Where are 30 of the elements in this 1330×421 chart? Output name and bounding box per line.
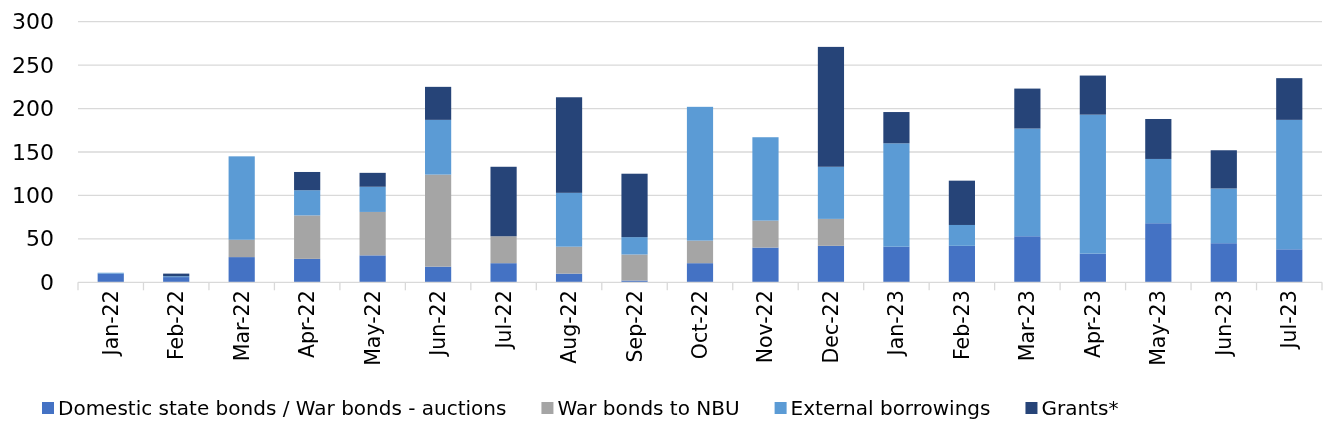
- y-tick-label: 250: [12, 52, 54, 78]
- y-tick-label: 200: [12, 96, 54, 122]
- x-tick-label: Feb-22: [164, 290, 189, 361]
- x-tick-label: Sep-22: [622, 290, 647, 363]
- y-tick-label: 300: [12, 9, 54, 35]
- x-tick-label: Nov-22: [753, 290, 778, 364]
- x-tick-label: Jan-23: [884, 290, 909, 358]
- x-tick-label: Jun-23: [1211, 290, 1236, 358]
- legend-label: Grants*: [1041, 396, 1119, 420]
- x-tick-label: Dec-22: [818, 290, 843, 364]
- y-tick-label: 50: [26, 226, 54, 252]
- y-tick-label: 100: [12, 182, 54, 208]
- x-tick-label: Jun-22: [426, 290, 451, 358]
- x-tick-label: Aug-22: [557, 290, 582, 364]
- x-tick-label: Jul-23: [1277, 290, 1302, 351]
- y-tick-label: 150: [12, 139, 54, 165]
- x-tick-label: May-23: [1146, 290, 1171, 366]
- x-tick-label: Feb-23: [949, 290, 974, 361]
- legend-label: Domestic state bonds / War bonds - auctions: [58, 396, 507, 420]
- x-tick-label: Apr-23: [1080, 290, 1105, 358]
- x-tick-label: Apr-22: [295, 290, 320, 358]
- x-tick-label: Mar-23: [1015, 290, 1040, 362]
- x-tick-label: Jan-22: [98, 290, 123, 358]
- legend-label: External borrowings: [790, 396, 991, 420]
- x-tick-label: May-22: [360, 290, 385, 366]
- legend-label: War bonds to NBU: [557, 396, 740, 420]
- x-tick-label: Oct-22: [688, 290, 712, 360]
- x-tick-label: Jul-22: [491, 290, 516, 351]
- y-tick-label: 0: [40, 269, 54, 295]
- x-tick-label: Mar-22: [229, 290, 254, 362]
